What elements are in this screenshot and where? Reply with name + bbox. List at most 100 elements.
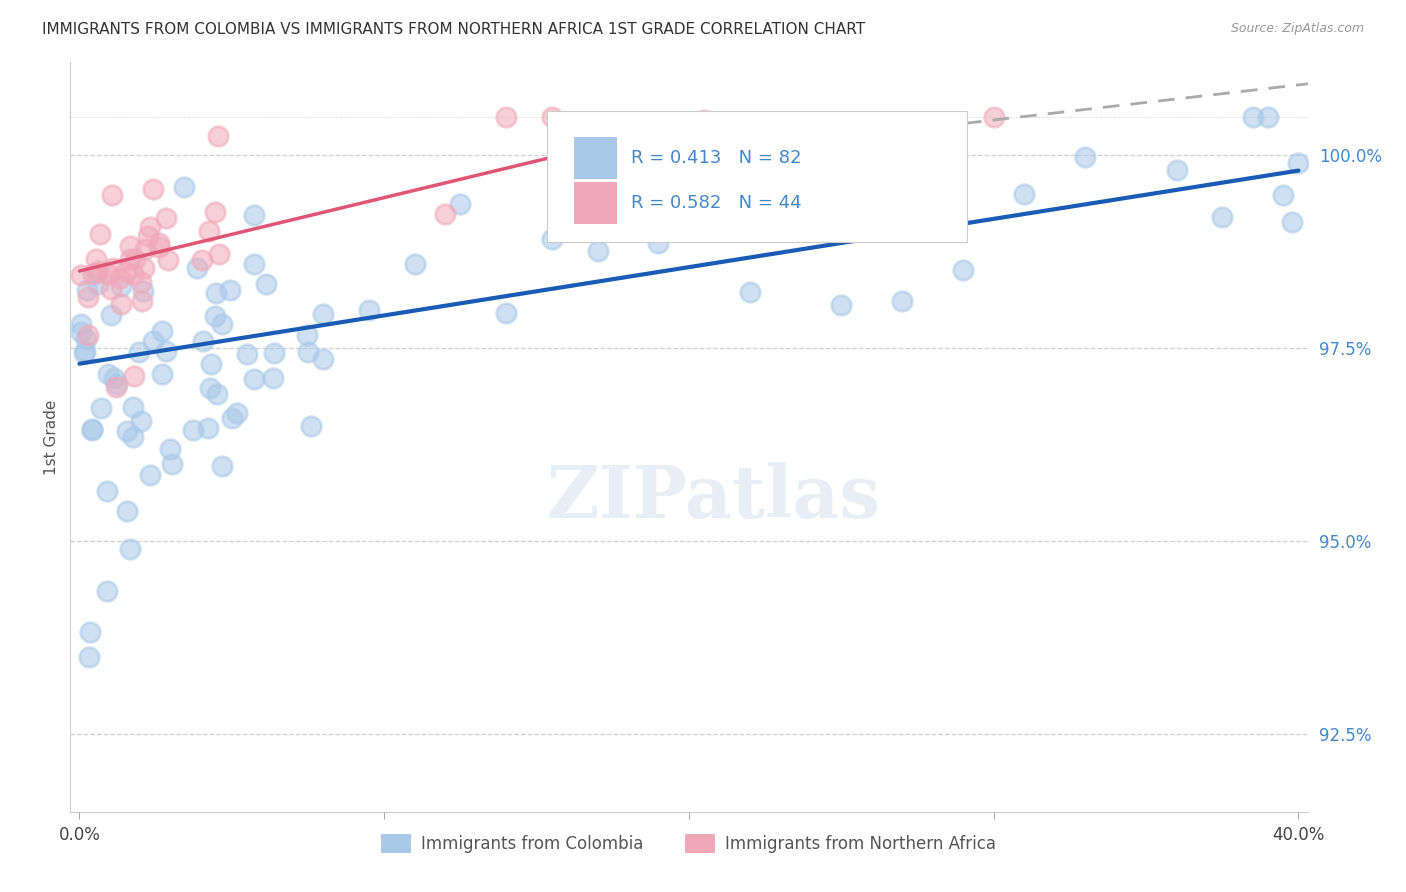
Point [150, 367, 173, 381]
Point [586, 244, 609, 258]
Point [138, 220, 160, 235]
Point [1257, 110, 1279, 124]
Point [263, 346, 285, 360]
Point [357, 303, 380, 318]
Point [110, 279, 132, 293]
Point [295, 328, 318, 343]
Point [73, 343, 96, 358]
Point [70, 326, 93, 340]
Point [204, 309, 226, 323]
Text: R = 0.582   N = 44: R = 0.582 N = 44 [631, 194, 801, 211]
Point [101, 188, 124, 202]
Text: IMMIGRANTS FROM COLOMBIA VS IMMIGRANTS FROM NORTHERN AFRICA 1ST GRADE CORRELATIO: IMMIGRANTS FROM COLOMBIA VS IMMIGRANTS F… [42, 22, 865, 37]
Point [891, 294, 914, 309]
Point [952, 263, 974, 277]
Text: R = 0.413   N = 82: R = 0.413 N = 82 [631, 149, 801, 167]
Point [86, 277, 108, 291]
Point [155, 344, 177, 359]
Point [208, 247, 231, 261]
Point [191, 252, 214, 267]
Legend: Immigrants from Colombia, Immigrants from Northern Africa: Immigrants from Colombia, Immigrants fro… [375, 827, 1002, 860]
Point [540, 232, 562, 246]
Point [1272, 187, 1295, 202]
Point [122, 267, 145, 281]
Point [100, 282, 122, 296]
Bar [574, 137, 617, 178]
Point [77, 327, 100, 342]
Point [738, 285, 761, 300]
Point [205, 285, 228, 300]
Point [155, 211, 177, 225]
Point [1166, 162, 1188, 177]
Point [211, 459, 233, 474]
Point [495, 110, 517, 124]
Point [159, 442, 181, 456]
Point [236, 347, 259, 361]
Point [105, 377, 128, 392]
Point [84, 252, 107, 266]
Point [1012, 187, 1035, 202]
Point [79, 625, 101, 640]
Point [105, 380, 128, 394]
Text: ZIPatlas: ZIPatlas [547, 461, 880, 533]
Point [132, 261, 155, 276]
Point [70, 268, 93, 282]
Point [983, 110, 1005, 124]
Point [404, 257, 426, 271]
Point [243, 208, 266, 222]
Point [197, 421, 219, 435]
Point [449, 197, 471, 211]
Y-axis label: 1st Grade: 1st Grade [44, 400, 59, 475]
Point [103, 260, 125, 275]
Point [198, 224, 221, 238]
FancyBboxPatch shape [547, 112, 967, 243]
Point [299, 419, 322, 434]
Point [647, 235, 669, 250]
Point [128, 345, 150, 359]
Point [103, 370, 125, 384]
Point [108, 270, 131, 285]
Point [77, 650, 100, 665]
Point [186, 260, 208, 275]
Point [830, 298, 852, 312]
Point [211, 317, 233, 331]
Point [243, 371, 266, 385]
Point [312, 352, 335, 367]
Point [243, 257, 266, 271]
Point [434, 207, 457, 221]
Point [1286, 155, 1309, 169]
Point [73, 346, 96, 360]
Point [142, 334, 165, 348]
Point [90, 401, 112, 415]
Point [225, 406, 247, 420]
Point [160, 457, 183, 471]
Point [76, 283, 98, 297]
Point [1241, 110, 1264, 124]
Point [131, 294, 153, 309]
Point [86, 263, 108, 277]
Point [150, 324, 173, 338]
Point [254, 277, 277, 292]
Point [647, 160, 669, 174]
Point [540, 110, 562, 124]
Point [96, 584, 118, 599]
Point [122, 369, 145, 384]
Point [82, 267, 104, 281]
Point [122, 430, 145, 444]
Point [142, 181, 165, 195]
Point [97, 367, 120, 381]
Point [124, 252, 146, 266]
Point [173, 179, 195, 194]
Point [204, 204, 226, 219]
Point [311, 307, 333, 321]
Point [221, 410, 243, 425]
Point [129, 275, 152, 289]
Point [205, 386, 228, 401]
Point [77, 289, 100, 303]
Point [122, 400, 145, 414]
Point [198, 381, 221, 395]
Point [738, 161, 761, 175]
Point [100, 308, 122, 322]
Point [117, 424, 139, 438]
Point [70, 317, 93, 331]
